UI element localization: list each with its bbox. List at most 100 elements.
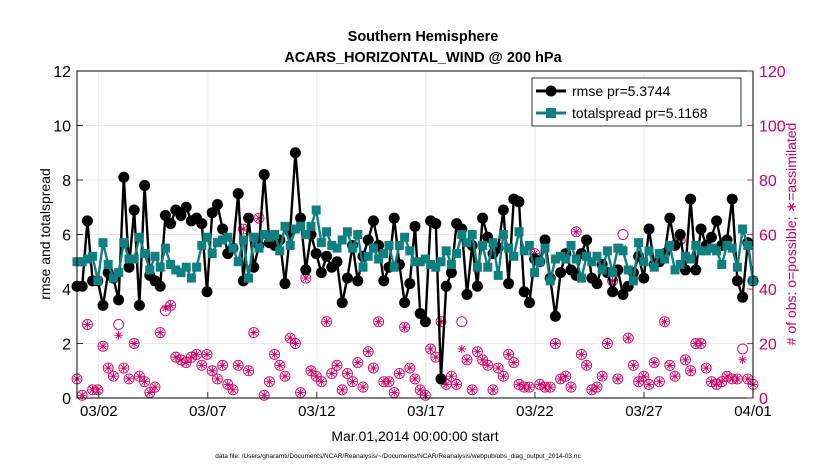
spread-marker xyxy=(660,254,670,264)
spread-marker xyxy=(545,276,555,286)
spread-marker xyxy=(389,262,399,272)
spread-marker xyxy=(415,257,425,267)
obs-possible-marker xyxy=(315,376,327,388)
spread-marker xyxy=(394,240,404,250)
obs-assimilated-marker xyxy=(140,377,149,386)
spread-marker xyxy=(701,246,711,256)
obs-possible-marker xyxy=(279,370,291,382)
legend-spread-marker xyxy=(546,108,556,118)
rmse-marker xyxy=(201,286,213,298)
x-axis-label: Mar.01,2014 00:00:00 start xyxy=(331,428,498,444)
obs-assimilated-marker xyxy=(192,350,201,359)
obs-possible-marker xyxy=(638,370,650,382)
obs-assimilated-marker xyxy=(343,369,352,378)
obs-possible-marker xyxy=(341,368,353,379)
x-tick-label: 03/12 xyxy=(298,403,336,420)
obs-assimilated-marker xyxy=(478,355,487,365)
spread-marker xyxy=(457,230,467,239)
right-tick-label: 0 xyxy=(759,391,768,408)
x-tick-label: 03/07 xyxy=(189,403,227,420)
rmse-marker xyxy=(243,212,255,224)
spread-marker xyxy=(420,254,430,264)
spread-marker xyxy=(696,246,706,256)
rmse-marker xyxy=(731,275,743,287)
rmse-marker xyxy=(279,278,291,290)
x-tick-label: 03/27 xyxy=(625,403,663,420)
spread-marker xyxy=(493,270,503,280)
spread-marker xyxy=(686,254,696,264)
spread-marker xyxy=(602,246,612,256)
spread-marker xyxy=(467,230,477,239)
obs-assimilated-marker xyxy=(78,391,87,400)
rmse-marker xyxy=(581,234,593,246)
spread-marker xyxy=(717,259,727,269)
obs-possible-marker xyxy=(326,368,338,379)
rmse-marker xyxy=(726,193,738,205)
rmse-marker xyxy=(315,267,327,279)
spread-marker xyxy=(576,273,586,283)
obs-assimilated-marker xyxy=(317,377,326,386)
obs-assimilated-marker xyxy=(275,361,284,370)
obs-possible-marker xyxy=(497,370,509,382)
spread-marker xyxy=(405,246,415,256)
obs-possible-marker xyxy=(575,348,587,360)
rmse-marker xyxy=(336,297,348,309)
obs-assimilated-marker xyxy=(426,344,435,354)
spread-marker xyxy=(488,238,498,248)
right-axis: 0 20 40 60 80 100 120 xyxy=(747,64,786,408)
rmse-marker xyxy=(217,223,229,235)
spread-marker xyxy=(654,249,664,259)
obs-possible-marker xyxy=(612,373,624,385)
spread-marker xyxy=(316,238,326,248)
obs-assimilated-marker xyxy=(312,372,321,381)
obs-possible-marker xyxy=(451,378,463,390)
obs-possible-marker xyxy=(154,327,166,339)
obs-layer xyxy=(71,212,759,401)
obs-assimilated-marker xyxy=(234,361,243,370)
obs-possible-marker xyxy=(622,332,634,344)
obs-assimilated-marker xyxy=(660,317,669,326)
obs-assimilated-marker xyxy=(176,355,186,365)
obs-assimilated-marker xyxy=(98,342,108,351)
obs-assimilated-marker xyxy=(390,388,399,397)
obs-possible-marker xyxy=(627,359,639,371)
obs-assimilated-marker xyxy=(260,391,269,400)
obs-assimilated-marker xyxy=(114,331,123,340)
rmse-marker xyxy=(513,196,525,208)
obs-assimilated-marker xyxy=(468,385,477,395)
obs-possible-marker xyxy=(466,384,478,396)
rmse-marker xyxy=(440,280,452,292)
spread-marker xyxy=(124,254,134,264)
spread-marker xyxy=(431,262,441,272)
spread-marker xyxy=(634,238,644,248)
rmse-marker xyxy=(518,286,530,298)
obs-possible-marker xyxy=(487,384,499,396)
rmse-marker xyxy=(196,218,208,230)
rmse-marker xyxy=(591,278,603,290)
obs-assimilated-marker xyxy=(702,363,711,373)
rmse-marker xyxy=(685,193,697,205)
spread-marker xyxy=(327,240,337,250)
obs-assimilated-marker xyxy=(322,317,331,326)
rmse-marker xyxy=(113,294,125,306)
obs-assimilated-marker xyxy=(644,380,654,389)
rmse-marker xyxy=(232,188,244,200)
obs-possible-marker xyxy=(149,381,161,393)
spread-marker xyxy=(722,240,732,250)
obs-assimilated-marker xyxy=(442,380,451,389)
spread-marker xyxy=(592,251,602,261)
spread-marker xyxy=(680,251,690,261)
obs-possible-marker xyxy=(331,359,343,371)
spread-marker xyxy=(306,221,316,231)
obs-assimilated-marker xyxy=(722,372,732,381)
spread-marker xyxy=(426,259,436,269)
spread-marker xyxy=(540,243,550,253)
rmse-marker xyxy=(643,223,655,235)
obs-possible-marker xyxy=(211,373,223,385)
obs-possible-marker xyxy=(258,389,270,401)
spread-marker xyxy=(119,238,129,248)
rmse-marker xyxy=(123,261,135,273)
rmse-marker xyxy=(118,171,130,183)
obs-assimilated-marker xyxy=(104,363,113,373)
